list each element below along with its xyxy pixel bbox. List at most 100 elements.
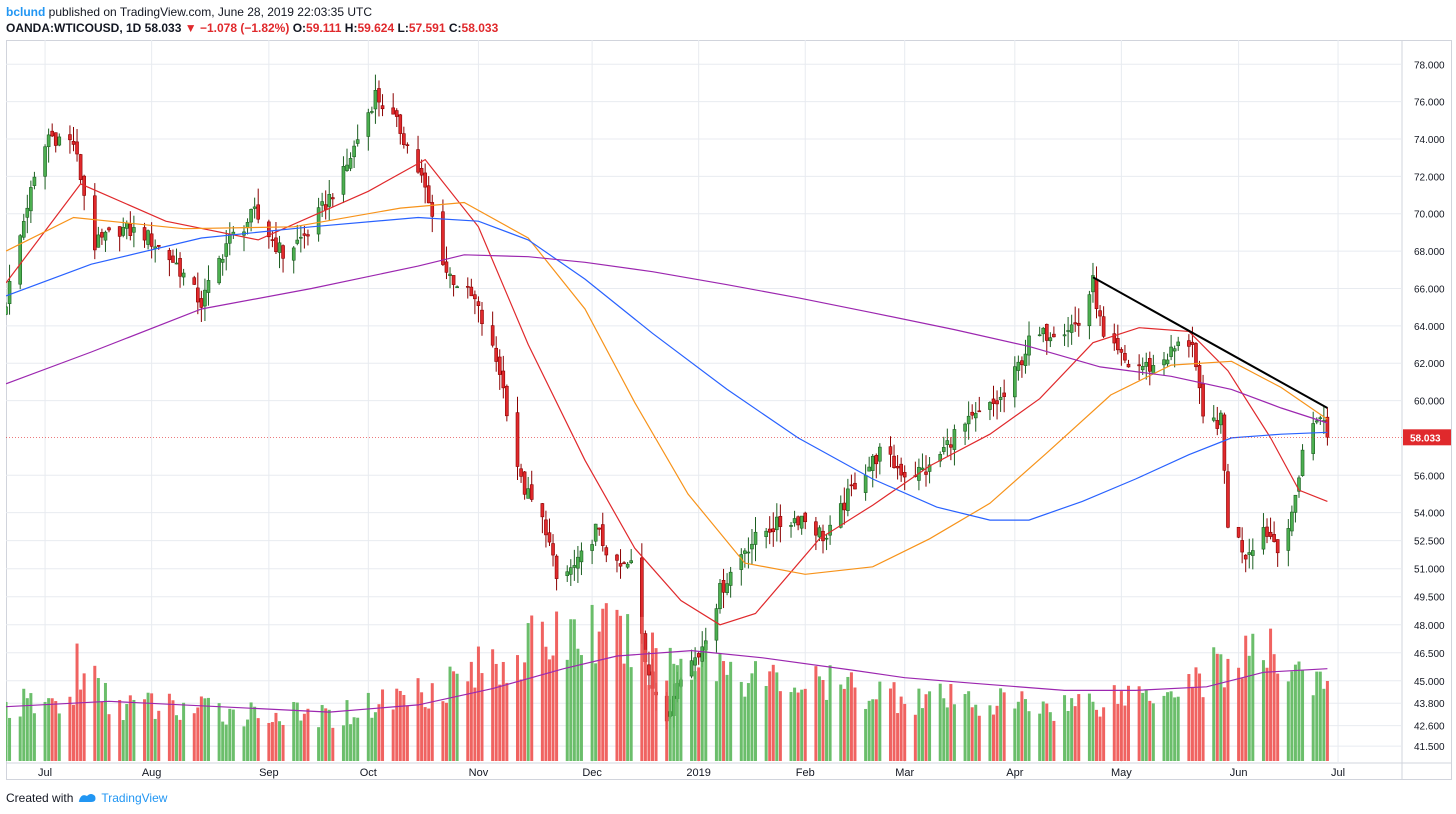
volume-bar — [1077, 694, 1081, 761]
candle-body — [1094, 278, 1099, 310]
volume-bar — [1091, 701, 1095, 761]
symbol-name[interactable]: OANDA:WTICOUSD, 1D — [6, 21, 142, 35]
candle-body — [970, 411, 974, 416]
published-info: published on TradingView.com, June 28, 2… — [48, 5, 372, 19]
candle-body — [256, 204, 261, 220]
candle — [995, 390, 999, 420]
price-tick-label: 41.500 — [1414, 742, 1445, 753]
volume-bar — [1166, 692, 1170, 761]
candle-body — [402, 133, 406, 146]
volume-bar — [778, 691, 782, 761]
candle — [1126, 359, 1131, 368]
candle-body — [867, 466, 871, 472]
candle-body — [1162, 359, 1166, 366]
candle-body — [206, 280, 211, 293]
candle — [963, 422, 967, 446]
candle — [181, 268, 186, 286]
volume-bar — [1073, 706, 1077, 761]
candle — [775, 503, 779, 542]
price-chart[interactable]: 78.000 76.000 74.000 72.000 70.000 68.000 66.0… — [4, 40, 1452, 780]
volume-bar — [793, 687, 797, 761]
close-label: C: — [448, 21, 462, 35]
volume-bar — [771, 664, 775, 761]
volume-bar — [402, 694, 406, 761]
volume-bar — [1137, 686, 1141, 761]
candle-body — [1048, 337, 1053, 342]
volume-bar — [82, 673, 86, 761]
candle — [100, 228, 104, 245]
candle-body — [600, 524, 605, 546]
candle — [29, 180, 33, 224]
candle-body — [1261, 527, 1266, 550]
volume-bar — [473, 687, 477, 761]
candle-body — [25, 207, 30, 218]
volume-bar — [47, 698, 51, 761]
candle — [554, 554, 559, 591]
chart-canvas[interactable]: 78.000 76.000 74.000 72.000 70.000 68.000 66.0… — [4, 40, 1452, 780]
candle-body — [590, 544, 594, 551]
candle-body — [299, 236, 303, 239]
candle — [1293, 494, 1298, 523]
candle-body — [973, 412, 978, 419]
candle — [522, 471, 527, 500]
candle — [373, 74, 378, 124]
candle — [1069, 314, 1074, 345]
tradingview-brand-link[interactable]: TradingView — [101, 791, 168, 805]
candle-body — [576, 556, 580, 569]
candle-body — [497, 356, 502, 375]
candle — [902, 465, 907, 491]
candle — [256, 188, 261, 224]
volume-bar — [327, 709, 331, 761]
candle-body — [448, 273, 452, 276]
volume-bar — [1201, 697, 1205, 761]
volume-bar — [324, 708, 328, 761]
volume-bar — [1293, 664, 1297, 761]
volume-bar — [1087, 693, 1091, 761]
candle-body — [476, 301, 481, 306]
candle-body — [274, 237, 278, 252]
volume-bar — [640, 616, 644, 761]
candle — [1272, 521, 1276, 543]
candle-body — [1226, 471, 1230, 528]
candle — [444, 246, 449, 280]
volume-bar — [1315, 671, 1319, 761]
candle-body — [952, 429, 957, 450]
volume-bar — [1116, 703, 1120, 761]
candle-body — [863, 475, 868, 493]
candle — [178, 252, 182, 288]
close-value: 58.033 — [461, 21, 499, 35]
candle-body — [721, 580, 726, 593]
volume-bar — [846, 676, 850, 761]
candle-body — [924, 471, 928, 475]
publisher-username[interactable]: bclund — [6, 5, 46, 19]
candle-body — [505, 385, 509, 417]
candle — [604, 545, 609, 563]
volume-bar — [1098, 716, 1102, 761]
volume-bar — [1244, 635, 1248, 761]
volume-bar — [1226, 658, 1230, 761]
candle-body — [693, 657, 697, 666]
candle — [888, 436, 893, 468]
candle-body — [888, 446, 893, 455]
candle-body — [771, 528, 776, 533]
candle-body — [1066, 330, 1070, 332]
volume-bar — [373, 712, 377, 761]
candle-body — [522, 471, 527, 495]
volume-bar — [1318, 671, 1322, 761]
volume-bar — [977, 715, 981, 761]
candle-body — [68, 134, 72, 141]
candle — [50, 123, 54, 138]
symbol-legend: OANDA:WTICOUSD, 1D 58.033 ▼ −1.078 (−1.8… — [6, 20, 498, 36]
volume-bar — [565, 659, 569, 761]
candle — [490, 311, 495, 348]
candle-body — [124, 222, 129, 229]
volume-bar — [750, 673, 754, 761]
last-price-badge — [1403, 429, 1451, 446]
volume-bar — [43, 701, 47, 761]
candle — [952, 424, 957, 466]
volume-bar — [604, 603, 608, 761]
time-tick-label: May — [1111, 767, 1132, 779]
volume-bar — [1311, 695, 1315, 761]
candle — [451, 275, 456, 297]
volume-bar — [1038, 713, 1042, 761]
